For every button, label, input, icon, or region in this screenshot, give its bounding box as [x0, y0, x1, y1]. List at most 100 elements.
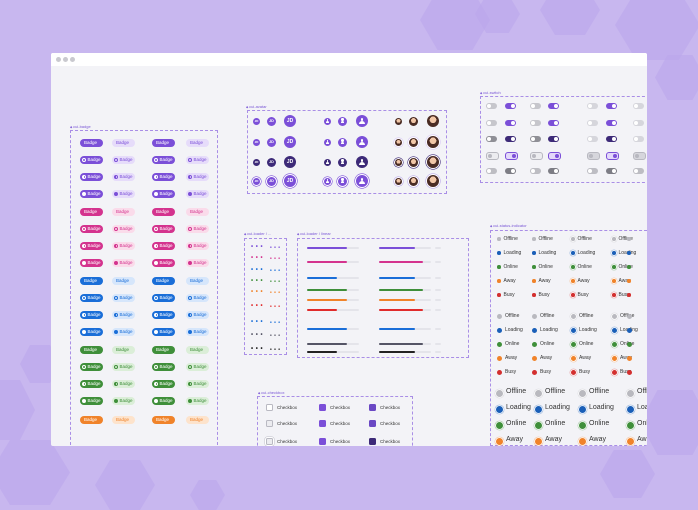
user-icon[interactable]	[324, 158, 331, 166]
badge[interactable]: Badge	[186, 380, 209, 388]
toggle-switch[interactable]	[486, 120, 497, 126]
status-frame[interactable]	[490, 230, 647, 446]
avatar-initials[interactable]: JD	[267, 137, 276, 147]
badge[interactable]: Badge	[152, 294, 175, 302]
avatar-initials[interactable]: JD	[253, 177, 260, 185]
toggle-switch[interactable]	[606, 136, 617, 142]
badge[interactable]: Badge	[152, 363, 175, 371]
toggle-switch[interactable]	[587, 168, 598, 174]
badge[interactable]: Badge	[152, 416, 175, 424]
badge[interactable]: Badge	[80, 311, 103, 319]
toggle-switch[interactable]	[633, 103, 644, 109]
window-dot[interactable]	[63, 57, 68, 62]
badge[interactable]: Badge	[152, 328, 175, 336]
toggle-switch[interactable]	[633, 120, 644, 126]
avatar-initials[interactable]: JD	[253, 158, 260, 166]
badge[interactable]: Badge	[112, 242, 135, 250]
badge[interactable]: Badge	[112, 208, 135, 216]
avatar-photo[interactable]	[409, 176, 418, 186]
toggle-switch[interactable]	[486, 152, 499, 160]
avatar-photo[interactable]	[409, 137, 418, 147]
badge[interactable]: Badge	[80, 277, 103, 285]
toggle-switch[interactable]	[587, 152, 600, 160]
toggle-switch[interactable]	[587, 103, 598, 109]
user-icon[interactable]	[338, 137, 347, 147]
toggle-switch[interactable]	[587, 120, 598, 126]
toggle-switch[interactable]	[486, 168, 497, 174]
avatar-photo[interactable]	[395, 158, 402, 166]
toggle-switch[interactable]	[548, 136, 559, 142]
toggle-switch[interactable]	[633, 152, 646, 160]
badge[interactable]: Badge	[152, 139, 175, 147]
badge[interactable]: Badge	[80, 294, 103, 302]
badge[interactable]: Badge	[186, 190, 209, 198]
avatar-photo[interactable]	[427, 175, 439, 187]
avatar-initials[interactable]: JD	[284, 136, 296, 148]
badge[interactable]: Badge	[112, 380, 135, 388]
toggle-switch[interactable]	[548, 168, 559, 174]
badge[interactable]: Badge	[80, 242, 103, 250]
badge[interactable]: Badge	[186, 311, 209, 319]
toggle-switch[interactable]	[530, 136, 541, 142]
avatar-photo[interactable]	[409, 116, 418, 126]
badge[interactable]: Badge	[186, 294, 209, 302]
toggle-switch[interactable]	[505, 168, 516, 174]
toggle-switch[interactable]	[606, 103, 617, 109]
avatar-initials[interactable]: JD	[267, 157, 276, 167]
badge[interactable]: Badge	[112, 294, 135, 302]
badge[interactable]: Badge	[186, 173, 209, 181]
user-icon[interactable]	[338, 176, 347, 186]
avatar-photo[interactable]	[395, 138, 402, 146]
window-dot[interactable]	[70, 57, 75, 62]
avatar-initials[interactable]: JD	[253, 138, 260, 146]
checkbox[interactable]	[266, 419, 273, 427]
badge[interactable]: Badge	[152, 208, 175, 216]
badge[interactable]: Badge	[152, 173, 175, 181]
badge[interactable]: Badge	[80, 363, 103, 371]
badge[interactable]: Badge	[186, 346, 209, 354]
badge[interactable]: Badge	[152, 190, 175, 198]
checkbox[interactable]	[319, 419, 326, 427]
badge[interactable]: Badge	[112, 190, 135, 198]
user-icon[interactable]	[324, 117, 331, 125]
badge[interactable]: Badge	[152, 242, 175, 250]
user-icon[interactable]	[356, 115, 368, 127]
badge[interactable]: Badge	[152, 397, 175, 405]
window-dot[interactable]	[56, 57, 61, 62]
checkbox[interactable]	[369, 419, 376, 427]
badge[interactable]: Badge	[112, 259, 135, 267]
badge[interactable]: Badge	[152, 346, 175, 354]
avatar-initials[interactable]: JD	[267, 116, 276, 126]
badge[interactable]: Badge	[186, 242, 209, 250]
badge[interactable]: Badge	[80, 208, 103, 216]
avatar-initials[interactable]: JD	[267, 176, 276, 186]
avatar-frame[interactable]	[247, 110, 447, 194]
badge[interactable]: Badge	[152, 225, 175, 233]
badge[interactable]: Badge	[186, 139, 209, 147]
toggle-switch[interactable]	[530, 152, 543, 160]
loader-linear-frame[interactable]	[297, 238, 469, 358]
badge[interactable]: Badge	[186, 416, 209, 424]
badge[interactable]: Badge	[80, 328, 103, 336]
checkbox[interactable]	[369, 437, 376, 445]
badge[interactable]: Badge	[112, 156, 135, 164]
toggle-switch[interactable]	[633, 168, 644, 174]
user-icon[interactable]	[356, 136, 368, 148]
badge[interactable]: Badge	[80, 156, 103, 164]
toggle-switch[interactable]	[633, 136, 644, 142]
badge[interactable]: Badge	[80, 259, 103, 267]
badge[interactable]: Badge	[112, 416, 135, 424]
avatar-photo[interactable]	[427, 136, 439, 148]
badge[interactable]: Badge	[186, 208, 209, 216]
badge[interactable]: Badge	[112, 328, 135, 336]
badge[interactable]: Badge	[80, 225, 103, 233]
toggle-switch[interactable]	[505, 136, 516, 142]
user-icon[interactable]	[338, 157, 347, 167]
toggle-switch[interactable]	[548, 103, 559, 109]
toggle-switch[interactable]	[606, 168, 617, 174]
toggle-switch[interactable]	[587, 136, 598, 142]
badge[interactable]: Badge	[186, 397, 209, 405]
avatar-photo[interactable]	[395, 177, 402, 185]
badge[interactable]: Badge	[152, 156, 175, 164]
toggle-switch[interactable]	[606, 120, 617, 126]
